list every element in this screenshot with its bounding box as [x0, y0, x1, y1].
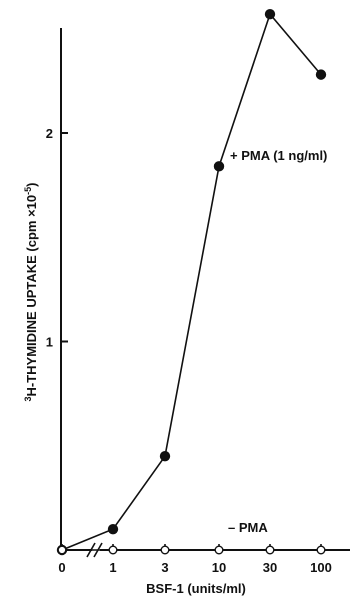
series-line: [61, 12, 322, 551]
y-axis-title: 3H-THYMIDINE UPTAKE (cpm ×10-5): [23, 182, 39, 401]
series-label-minus-pma: – PMA: [228, 520, 268, 535]
series-minus-pma: [57, 545, 326, 555]
x-tick-label: 100: [310, 560, 332, 575]
data-point-filled: [315, 69, 327, 80]
data-point-open: [57, 545, 67, 555]
y-axis-title-exponent: -5: [23, 187, 33, 195]
data-point-filled: [264, 8, 276, 20]
series-plus-pma: [56, 8, 327, 556]
data-point-filled: [107, 523, 119, 535]
y-tick-label: 1: [46, 335, 53, 350]
y-axis-title-main: H-THYMIDINE UPTAKE (cpm ×10: [24, 195, 39, 397]
x-tick-label: 30: [263, 560, 277, 575]
x-tick-label: 3: [161, 560, 168, 575]
x-tick-label: 1: [109, 560, 116, 575]
data-point-filled: [159, 450, 171, 462]
series-layer: [56, 8, 327, 556]
x-tick-label: 10: [212, 560, 226, 575]
axes: [60, 28, 350, 558]
series-label-plus-pma: + PMA (1 ng/ml): [230, 148, 327, 163]
x-tick-label: 0: [58, 560, 65, 575]
x-axis-title: BSF-1 (units/ml): [146, 581, 246, 596]
y-tick-marks: [61, 132, 68, 343]
data-point-open: [316, 545, 326, 555]
data-point-open: [160, 545, 170, 555]
data-point-open: [265, 545, 275, 555]
y-axis-title-close: ): [24, 182, 39, 186]
data-point-open: [108, 545, 118, 555]
y-tick-label: 2: [46, 126, 53, 141]
data-point-open: [214, 545, 224, 555]
y-axis-title-superscript: 3: [23, 397, 33, 402]
data-point-filled: [213, 161, 225, 172]
